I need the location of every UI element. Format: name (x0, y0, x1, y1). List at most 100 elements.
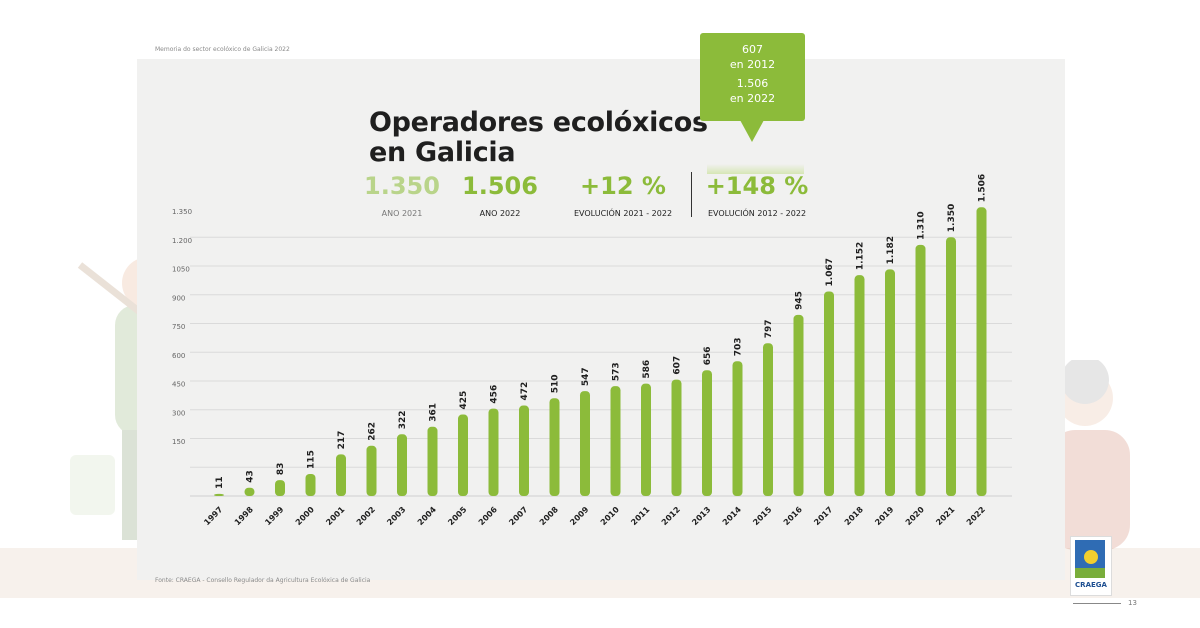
logo-sun-icon (1084, 550, 1098, 564)
bar (244, 487, 255, 496)
bar (305, 473, 316, 496)
data-label: 510 (551, 374, 561, 393)
y-tick-label: 1.350 (172, 208, 192, 216)
x-tick-label: 2013 (690, 505, 712, 527)
bar (214, 493, 224, 496)
bar (885, 269, 895, 496)
logo-field-icon (1075, 568, 1105, 578)
x-tick-label: 2012 (660, 505, 682, 527)
bar (427, 426, 438, 496)
y-tick-label: 600 (172, 352, 185, 360)
kpi-2021-value: 1.350 (364, 172, 440, 200)
chart-panel (137, 59, 1065, 580)
x-tick-label: 2018 (843, 505, 865, 527)
x-tick-label: 2004 (416, 505, 438, 527)
data-label: 573 (612, 362, 622, 381)
data-label: 586 (642, 360, 652, 379)
report-header-note: Memoria do sector ecolóxico de Galicia 2… (155, 46, 290, 53)
bar (946, 237, 956, 496)
kpi-evolution-2021-2022-value: +12 % (580, 172, 666, 200)
kpi-2022-label: ANO 2022 (479, 209, 521, 218)
callout-pointer (740, 120, 764, 142)
data-label: 425 (459, 391, 469, 410)
title-line-2-text: en Galicia (369, 137, 516, 168)
x-tick-label: 2008 (538, 505, 560, 527)
y-tick-label: 150 (172, 438, 185, 446)
callout-line-2: en 2012 (729, 58, 776, 71)
bar (275, 480, 285, 496)
y-tick-label: 300 (172, 409, 185, 417)
callout-2012: 607 en 2012 (700, 33, 805, 72)
data-label: 472 (520, 382, 530, 401)
data-label: 1.310 (917, 211, 927, 239)
kpi-2022: 1.506 ANO 2022 (460, 171, 540, 219)
bar (976, 207, 987, 496)
x-tick-label: 2002 (355, 505, 377, 527)
y-tick-label: 900 (172, 294, 185, 302)
x-tick-label: 2000 (294, 505, 316, 527)
data-label: 83 (276, 463, 286, 476)
craega-logo: CRAEGA (1070, 536, 1112, 596)
x-tick-label: 2009 (568, 505, 590, 527)
kpi-2021: 1.350 ANO 2021 (362, 171, 442, 219)
data-label: 797 (764, 319, 774, 338)
logo-text: CRAEGA (1075, 581, 1107, 589)
bar (397, 434, 407, 496)
data-label: 43 (246, 470, 256, 483)
callout-2022: 1.506 en 2022 (700, 76, 805, 106)
source-note: Fonte: CRAEGA - Consello Regulador da Ag… (155, 577, 371, 584)
bar (610, 386, 621, 496)
bar (793, 314, 804, 496)
kpi-evolution-2012-2022-label: EVOLUCIÓN 2012 - 2022 (707, 209, 807, 218)
data-label: 1.182 (886, 236, 896, 264)
x-tick-label: 2003 (385, 505, 407, 527)
x-tick-label: 2016 (782, 505, 804, 527)
x-tick-label: 2020 (904, 505, 926, 527)
x-tick-label: 2010 (599, 505, 621, 527)
x-tick-label: 1997 (202, 505, 224, 527)
bar (458, 414, 468, 496)
data-label: 262 (368, 422, 378, 441)
data-label: 547 (581, 367, 591, 386)
bar (336, 454, 346, 496)
page-number-rule (1073, 603, 1121, 604)
y-tick-label: 1050 (172, 266, 190, 274)
y-tick-label: 1.200 (172, 237, 192, 245)
x-tick-label: 2011 (629, 505, 651, 527)
title-line-1: Operadores ecolóxicos (369, 107, 708, 138)
data-label: 1.506 (978, 174, 988, 202)
x-tick-label: 1998 (233, 505, 255, 527)
kpi-2021-label: ANO 2021 (381, 209, 423, 218)
bar (824, 291, 834, 496)
callout-highlight (707, 164, 804, 174)
x-tick-label: 1999 (263, 505, 285, 527)
data-label: 1.152 (856, 242, 866, 270)
x-tick-label: 2014 (721, 505, 743, 527)
x-tick-label: 2006 (477, 505, 499, 527)
callout-line-3: 1.506 (736, 77, 769, 90)
bar (519, 405, 529, 496)
data-label: 656 (703, 346, 713, 365)
bar (854, 275, 865, 496)
bar (366, 445, 377, 496)
kpi-evolution-2021-2022-label: EVOLUCIÓN 2021 - 2022 (573, 209, 673, 218)
data-label: 1.067 (825, 258, 835, 286)
bar (580, 391, 590, 496)
y-tick-label: 450 (172, 381, 185, 389)
chart-title: Operadores ecolóxicos en Galicia (369, 108, 708, 168)
x-tick-label: 2021 (934, 505, 956, 527)
x-tick-label: 2007 (507, 505, 529, 527)
bar (549, 398, 560, 496)
kpi-evolution-2012-2022: +148 % EVOLUCIÓN 2012 - 2022 (700, 171, 814, 219)
data-label: 1.350 (947, 204, 957, 232)
bar (702, 370, 712, 496)
x-tick-label: 2015 (751, 505, 773, 527)
y-tick-label: 750 (172, 323, 185, 331)
x-tick-label: 2022 (965, 505, 987, 527)
kpi-evolution-2021-2022: +12 % EVOLUCIÓN 2021 - 2022 (562, 171, 684, 219)
kpi-evolution-2012-2022-value: +148 % (705, 172, 809, 200)
bar (671, 379, 682, 496)
x-tick-label: 2001 (324, 505, 346, 527)
callout-line-1: 607 (742, 43, 763, 56)
